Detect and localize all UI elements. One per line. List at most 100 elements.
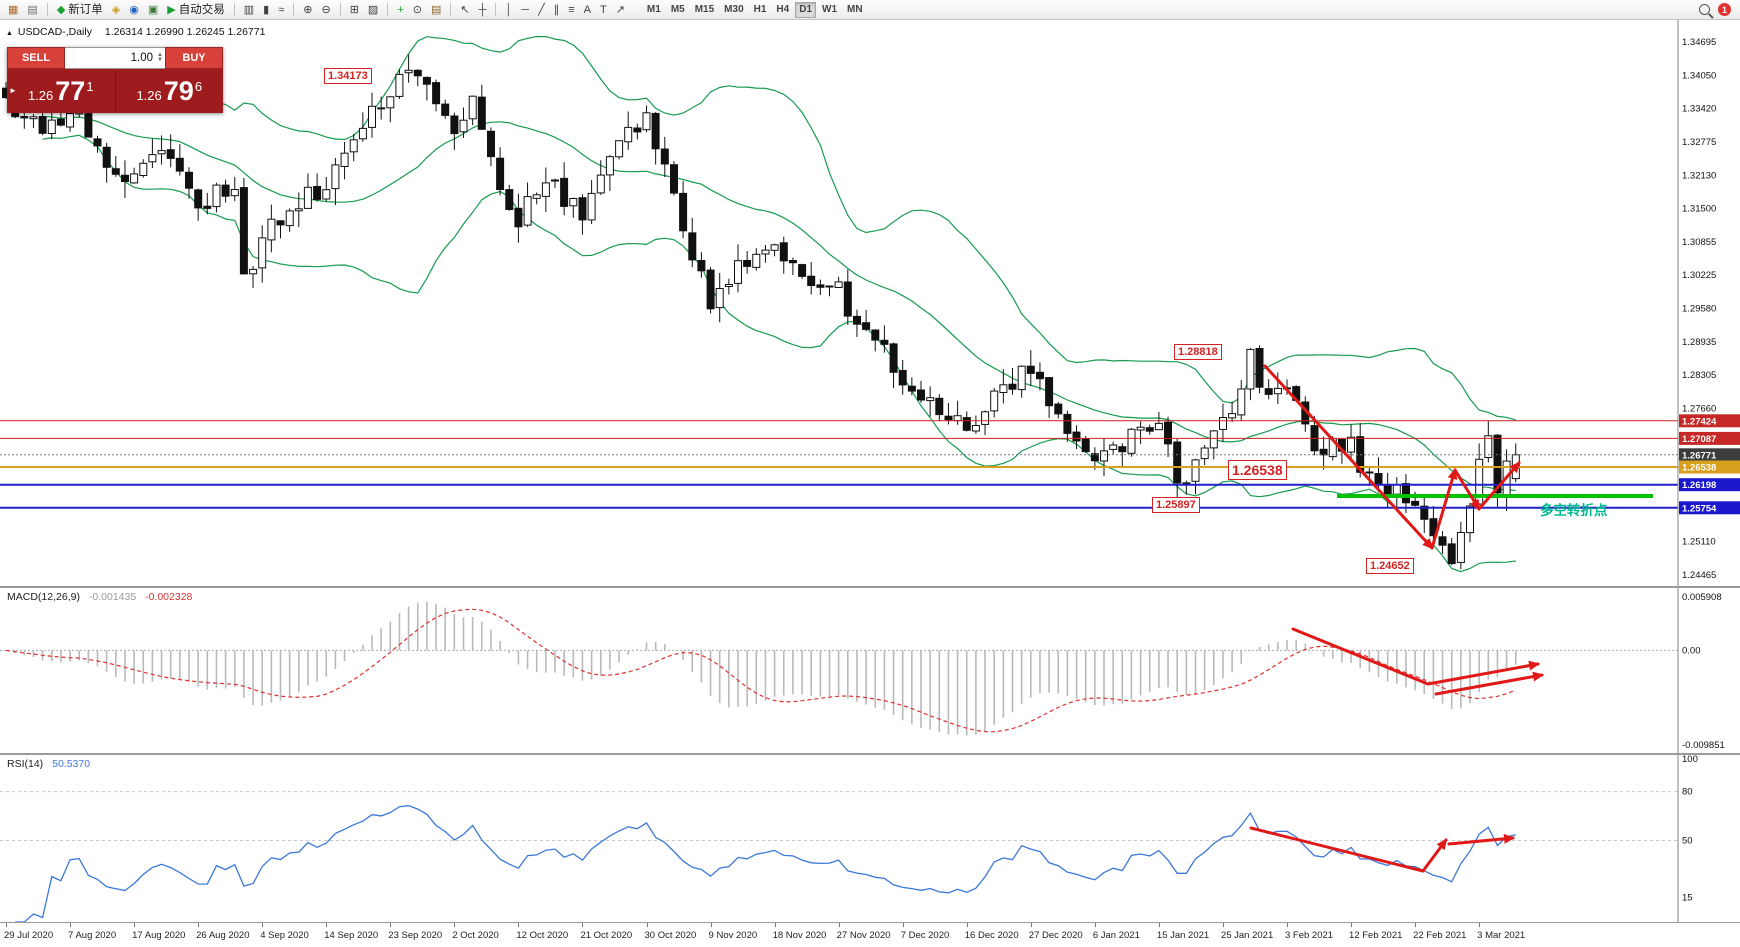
svg-text:80: 80: [1682, 787, 1693, 798]
tile-windows-icon[interactable]: ⊞: [346, 1, 363, 19]
zoom-out-icon[interactable]: ⊖: [317, 1, 334, 19]
metaeditor-icon[interactable]: ◈: [108, 1, 124, 19]
svg-text:1.30855: 1.30855: [1682, 237, 1716, 248]
volume-input[interactable]: 1.00 ▲ ▼: [65, 47, 165, 69]
rsi-label: RSI(14) 50.5370: [7, 758, 90, 770]
date-tick: [1415, 923, 1417, 927]
collapse-triangle-icon[interactable]: ▲: [6, 30, 13, 37]
horizontal-line-icon[interactable]: ─: [517, 1, 533, 19]
price-annotation-label[interactable]: 1.34173: [324, 68, 372, 84]
svg-text:0.00: 0.00: [1682, 645, 1701, 656]
zoom-in-icon: ⊕: [303, 3, 313, 16]
price-annotation-label[interactable]: 1.26538: [1228, 460, 1287, 480]
timeframe-d1-button[interactable]: D1: [795, 1, 817, 18]
crosshair-icon[interactable]: ┼: [475, 1, 491, 19]
autotrading-icon: ▶: [167, 3, 176, 16]
buy-price[interactable]: 1.26 79 6: [114, 71, 224, 111]
svg-text:1.34050: 1.34050: [1682, 71, 1716, 82]
buy-price-figure: 1.26: [136, 88, 162, 103]
sell-price-figure: 1.26: [27, 88, 54, 103]
timeframe-m5-button[interactable]: M5: [667, 2, 689, 18]
date-label: 3 Mar 2021: [1477, 930, 1526, 941]
date-axis[interactable]: 29 Jul 2020 7 Aug 2020 17 Aug 2020 26 Aug 2…: [0, 923, 1740, 947]
pivot-annotation[interactable]: 多空转折点: [1540, 503, 1608, 518]
svg-text:1.24465: 1.24465: [1682, 570, 1716, 581]
new-order-button-label: 新订单: [68, 3, 103, 16]
date-tick: [646, 923, 648, 927]
date-label: 6 Jan 2021: [1092, 930, 1140, 941]
vertical-line-icon[interactable]: │: [501, 1, 516, 19]
cursor-icon[interactable]: ↖: [456, 1, 473, 19]
profiles-icon[interactable]: ▤: [23, 1, 41, 19]
price-annotation-label[interactable]: 1.25897: [1152, 497, 1200, 513]
trade-controls-row: SELL 1.00 ▲ ▼ BUY: [7, 47, 223, 69]
line-chart-icon[interactable]: ≈: [274, 1, 288, 19]
timeframe-w1-button[interactable]: W1: [818, 2, 841, 18]
indicators-icon[interactable]: +: [393, 1, 407, 19]
arrow-tools-icon[interactable]: ↗: [612, 1, 629, 19]
price-chart-canvas[interactable]: 1.34695 1.34050 1.33420 1.32775 1.32130 1.315…: [0, 20, 1740, 586]
volume-up-icon[interactable]: ▲: [157, 52, 163, 58]
trendline-icon[interactable]: ╱: [534, 1, 549, 19]
channel-icon[interactable]: ∥: [550, 1, 564, 19]
svg-text:1.25754: 1.25754: [1682, 503, 1717, 514]
toolbar-separator: [233, 3, 235, 16]
timeframe-m15-button[interactable]: M15: [691, 2, 718, 18]
date-label: 27 Nov 2020: [836, 930, 891, 941]
date-tick: [1094, 923, 1096, 927]
macd-panel[interactable]: 0.005908 0.00 -0.009851 MACD(12,26,9) -0.0…: [0, 588, 1740, 755]
volume-stepper[interactable]: ▲ ▼: [157, 52, 163, 63]
strategy-tester-icon[interactable]: ▣: [144, 1, 162, 19]
svg-text:1.32130: 1.32130: [1682, 171, 1716, 182]
metaeditor-icon: ◈: [111, 3, 121, 16]
timeframe-h1-button[interactable]: H1: [750, 2, 771, 18]
candlestick-chart-icon[interactable]: ▮: [259, 1, 273, 19]
new-order-button[interactable]: ◆ 新订单: [53, 1, 107, 19]
price-axis[interactable]: 1.34695 1.34050 1.33420 1.32775 1.32130 1.315…: [1677, 20, 1740, 586]
rsi-panel[interactable]: 100 80 50 15 RSI(14) 50.5370: [0, 755, 1740, 923]
bar-chart-icon[interactable]: ▥: [240, 1, 258, 19]
macd-canvas[interactable]: 0.005908 0.00 -0.009851: [0, 588, 1740, 753]
periods-icon: ⊙: [412, 3, 422, 16]
fibonacci-icon[interactable]: ≡: [564, 1, 578, 19]
timeframe-mn-button[interactable]: MN: [843, 2, 867, 18]
label-icon: T: [599, 3, 607, 16]
new-chart-icon[interactable]: ▦: [4, 1, 22, 19]
date-tick: [1030, 923, 1032, 927]
buy-button[interactable]: BUY: [165, 47, 223, 69]
date-label: 15 Jan 2021: [1156, 930, 1210, 941]
svg-text:1.26198: 1.26198: [1682, 480, 1716, 491]
main-chart-panel[interactable]: 1.34695 1.34050 1.33420 1.32775 1.32130 1.315…: [0, 20, 1740, 588]
rsi-canvas[interactable]: 100 80 50 15: [0, 755, 1740, 922]
community-icon[interactable]: ◉: [125, 1, 143, 19]
periods-icon[interactable]: ⊙: [409, 1, 426, 19]
date-label: 7 Dec 2020: [900, 930, 950, 941]
price-annotation-label[interactable]: 1.28818: [1174, 344, 1222, 360]
date-label: 30 Oct 2020: [644, 930, 697, 941]
price-annotation-label[interactable]: 1.24652: [1366, 558, 1414, 574]
autotrading-button[interactable]: ▶ 自动交易: [163, 1, 228, 19]
text-icon[interactable]: A: [580, 1, 595, 19]
zoom-in-icon[interactable]: ⊕: [299, 1, 316, 19]
cascade-windows-icon[interactable]: ▨: [364, 1, 382, 19]
volume-down-icon[interactable]: ▼: [157, 57, 163, 63]
notification-badge[interactable]: 1: [1718, 3, 1731, 16]
volume-value: 1.00: [130, 52, 154, 64]
text-icon: A: [583, 3, 591, 16]
toolbar-separator: [387, 3, 389, 16]
label-icon[interactable]: T: [596, 1, 611, 19]
new-order-icon: ◆: [56, 3, 66, 16]
timeframe-m30-button[interactable]: M30: [720, 2, 747, 18]
timeframe-m1-button[interactable]: M1: [643, 2, 665, 18]
svg-text:1.25110: 1.25110: [1682, 536, 1716, 547]
crosshair-icon: ┼: [478, 3, 487, 16]
timeframe-h4-button[interactable]: H4: [772, 2, 793, 18]
sell-button[interactable]: SELL: [7, 47, 65, 69]
chart-ohlc-values: 1.26314 1.26990 1.26245 1.26771: [104, 26, 266, 38]
templates-icon[interactable]: ▤: [427, 1, 445, 19]
date-tick: [774, 923, 776, 927]
svg-text:1.26538: 1.26538: [1682, 463, 1716, 474]
search-icon[interactable]: [1699, 4, 1710, 15]
sell-price[interactable]: 1.26 77 1: [7, 71, 115, 111]
